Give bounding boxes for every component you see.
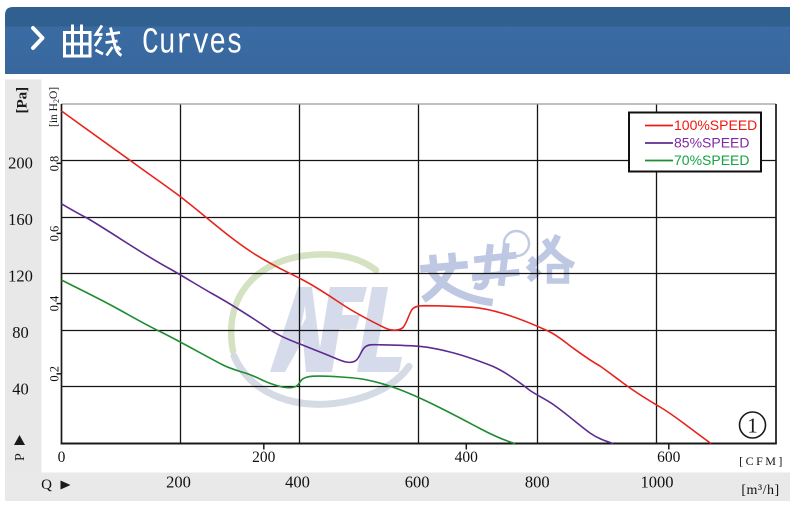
- svg-text:[CFM]: [CFM]: [739, 454, 785, 468]
- svg-text:200: 200: [8, 153, 33, 172]
- svg-text:100%SPEED: 100%SPEED: [674, 117, 757, 133]
- svg-text:0.4: 0.4: [48, 295, 62, 311]
- svg-text:600: 600: [405, 473, 430, 492]
- svg-text:Curves: Curves: [142, 22, 243, 63]
- svg-text:400: 400: [285, 473, 310, 492]
- svg-text:600: 600: [657, 449, 681, 466]
- svg-text:40: 40: [12, 379, 29, 398]
- svg-text:400: 400: [455, 449, 479, 466]
- svg-text:[Pa]: [Pa]: [15, 87, 31, 114]
- svg-text:1: 1: [747, 414, 758, 438]
- svg-text:0.6: 0.6: [48, 226, 62, 242]
- svg-text:Q: Q: [41, 477, 52, 493]
- svg-text:P: P: [13, 453, 28, 461]
- svg-text:[in H2O]: [in H2O]: [48, 87, 61, 127]
- svg-text:0.8: 0.8: [48, 156, 62, 172]
- svg-text:800: 800: [525, 473, 550, 492]
- svg-text:120: 120: [8, 266, 33, 285]
- svg-text:85%SPEED: 85%SPEED: [674, 135, 749, 151]
- svg-text:80: 80: [12, 323, 29, 342]
- svg-text:160: 160: [8, 210, 33, 229]
- svg-text:0.2: 0.2: [48, 366, 62, 382]
- svg-text:0: 0: [58, 449, 66, 466]
- svg-text:1000: 1000: [641, 473, 674, 492]
- svg-text:200: 200: [252, 449, 276, 466]
- svg-text:70%SPEED: 70%SPEED: [674, 152, 749, 168]
- svg-text:200: 200: [166, 473, 191, 492]
- svg-text:[m³/h]: [m³/h]: [741, 483, 779, 498]
